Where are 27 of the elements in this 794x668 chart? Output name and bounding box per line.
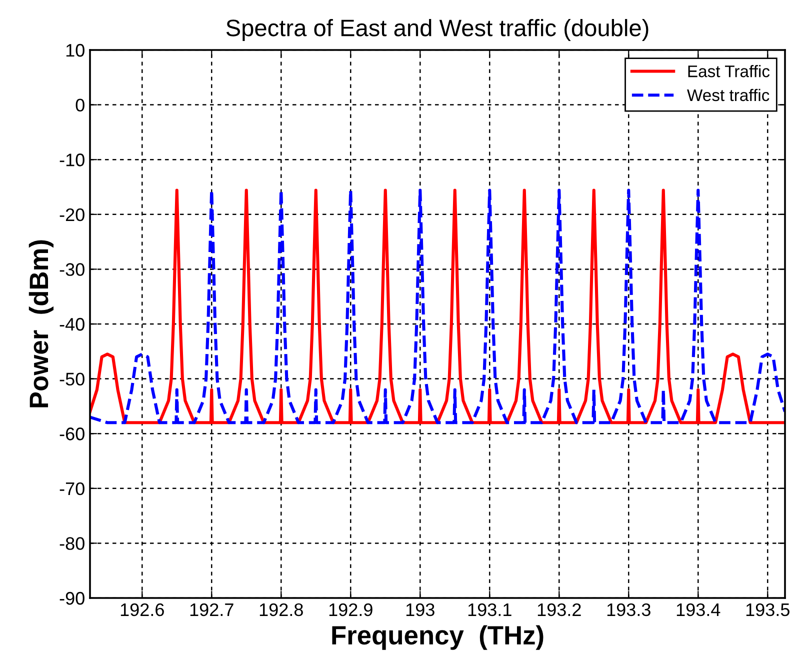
x-tick-label: 192.8: [260, 603, 303, 616]
x-tick-label: 193.5: [746, 603, 790, 616]
x-tick-label: 193.4: [676, 603, 720, 616]
chart-title: Spectra of East and West traffic (double): [226, 19, 648, 42]
x-tick-label: 193.3: [607, 603, 650, 616]
y-axis-title: Power (dBm): [28, 240, 54, 408]
x-tick-label: 192.9: [329, 603, 372, 616]
x-tick-label: 192.7: [190, 603, 234, 616]
x-tick-label: 192.6: [120, 603, 164, 616]
y-tick-label: -70: [60, 482, 84, 496]
y-tick-label: -40: [60, 318, 84, 331]
y-tick-label: -10: [60, 154, 84, 166]
x-tick-label: 193: [406, 603, 434, 616]
y-tick-label: 10: [66, 44, 84, 57]
y-tick-label: -30: [60, 263, 84, 276]
y-tick-label: -60: [60, 428, 84, 440]
y-tick-label: 0: [76, 98, 84, 112]
y-tick-label: -80: [60, 537, 84, 550]
x-tick-label: 193.1: [468, 603, 512, 616]
y-tick-label: -50: [60, 372, 84, 386]
x-tick-label: 193.2: [538, 603, 581, 616]
legend-label: East Traffic: [688, 65, 770, 78]
y-tick-label: -90: [60, 592, 84, 605]
line-series: [90, 188, 785, 424]
y-tick-label: -20: [60, 208, 84, 222]
x-axis-title: Frequency (THz): [332, 625, 544, 650]
legend-label: West traffic: [687, 88, 770, 102]
